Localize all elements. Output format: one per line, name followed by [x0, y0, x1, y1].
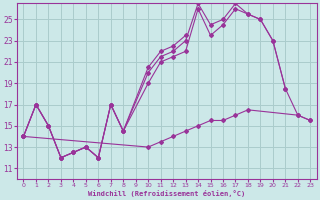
X-axis label: Windchill (Refroidissement éolien,°C): Windchill (Refroidissement éolien,°C): [88, 190, 245, 197]
